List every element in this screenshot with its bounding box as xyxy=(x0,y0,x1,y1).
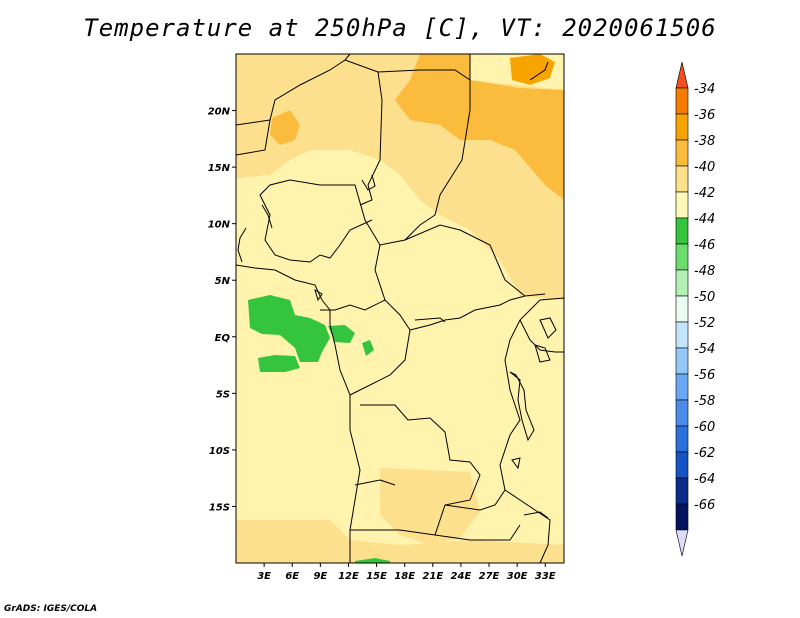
colorbar-level-label: -44 xyxy=(694,212,715,227)
colorbar-level-label: -52 xyxy=(694,316,715,331)
colorbar-level-label: -34 xyxy=(694,82,715,97)
colorbar-swatch xyxy=(675,373,689,401)
colorbar-swatch xyxy=(675,217,689,245)
colorbar-swatch xyxy=(675,243,689,271)
colorbar-level-label: -38 xyxy=(694,134,715,149)
lat-tick-label: 20N xyxy=(208,107,231,118)
colorbar-level-label: -36 xyxy=(694,108,715,123)
colorbar-swatch xyxy=(675,269,689,297)
lon-tick-label: 24E xyxy=(451,571,472,582)
colorbar-level-label: -48 xyxy=(694,264,715,279)
lat-tick-label: EQ xyxy=(215,333,231,344)
country-borders xyxy=(235,53,565,564)
colorbar-level-label: -46 xyxy=(694,238,715,253)
temperature-band-minus38-west xyxy=(270,110,300,145)
longitude-axis: 3E 6E 9E 12E 15E 18E 21E 24E 27E 30E 33E xyxy=(257,563,556,582)
lon-tick-label: 33E xyxy=(535,571,556,582)
colorbar-level-label: -60 xyxy=(694,420,715,435)
lat-tick-label: 5S xyxy=(216,389,230,400)
colorbar-level-label: -40 xyxy=(694,160,715,175)
colorbar-swatch xyxy=(675,347,689,375)
lon-tick-label: 6E xyxy=(285,571,299,582)
colorbar-swatch xyxy=(675,61,689,89)
temperature-band-minus38-northeast xyxy=(395,54,564,200)
lat-tick-label: 15S xyxy=(209,502,230,513)
temperature-band-minus44-gulf xyxy=(248,295,330,362)
lon-tick-label: 27E xyxy=(479,571,500,582)
lon-tick-label: 15E xyxy=(366,571,387,582)
colorbar-level-label: -50 xyxy=(694,290,715,305)
temperature-band-minus36 xyxy=(510,54,555,85)
colorbar-swatch xyxy=(675,321,689,349)
colorbar-swatch xyxy=(675,113,689,141)
colorbar-level-label: -64 xyxy=(694,472,715,487)
lon-tick-label: 21E xyxy=(422,571,443,582)
colorbar-swatch xyxy=(675,87,689,115)
colorbar-swatch xyxy=(675,165,689,193)
lon-tick-label: 18E xyxy=(394,571,415,582)
temperature-band-minus44-inland xyxy=(328,325,355,343)
lat-tick-label: 5N xyxy=(215,276,231,287)
lon-tick-label: 9E xyxy=(313,571,327,582)
colorbar-level-label: -58 xyxy=(694,394,715,409)
lon-tick-label: 3E xyxy=(257,571,271,582)
colorbar-swatch xyxy=(675,529,689,557)
colorbar-swatch xyxy=(675,399,689,427)
lat-tick-label: 15N xyxy=(208,163,231,174)
colorbar-level-label: -42 xyxy=(694,186,715,201)
temperature-band-minus40-bottom xyxy=(236,520,564,563)
colorbar-swatch xyxy=(675,477,689,505)
map-panel xyxy=(235,53,565,564)
lon-tick-label: 12E xyxy=(338,571,359,582)
temperature-band-minus44-coast xyxy=(258,355,300,372)
lon-tick-label: 30E xyxy=(507,571,528,582)
lakes xyxy=(314,288,557,519)
colorbar-level-label: -62 xyxy=(694,446,715,461)
colorbar-swatch xyxy=(675,295,689,323)
colorbar-swatch xyxy=(675,425,689,453)
grads-credit: GrADS: IGES/COLA xyxy=(4,604,98,614)
colorbar-level-label: -56 xyxy=(694,368,715,383)
lat-tick-label: 10N xyxy=(208,220,231,231)
colorbar-level-label: -54 xyxy=(694,342,715,357)
colorbar: -34 -36 -38 -40 -42 -44 -46 -48 -50 -52 -54 -56 -58 -… xyxy=(675,61,715,557)
colorbar-swatch xyxy=(675,451,689,479)
map-title: Temperature at 250hPa [C], VT: 202006150… xyxy=(83,14,717,42)
temperature-band-minus40-south xyxy=(380,468,480,545)
temperature-band-minus44-south xyxy=(355,558,390,563)
lat-tick-label: 10S xyxy=(209,446,230,457)
colorbar-swatch xyxy=(675,503,689,531)
latitude-axis: 20N 15N 10N 5N EQ 5S 10S 15S xyxy=(208,107,236,513)
map-frame xyxy=(235,53,565,564)
temperature-band-minus44-small xyxy=(362,340,374,356)
colorbar-swatch xyxy=(675,191,689,219)
colorbar-level-label: -66 xyxy=(694,498,715,513)
colorbar-swatch xyxy=(675,139,689,167)
